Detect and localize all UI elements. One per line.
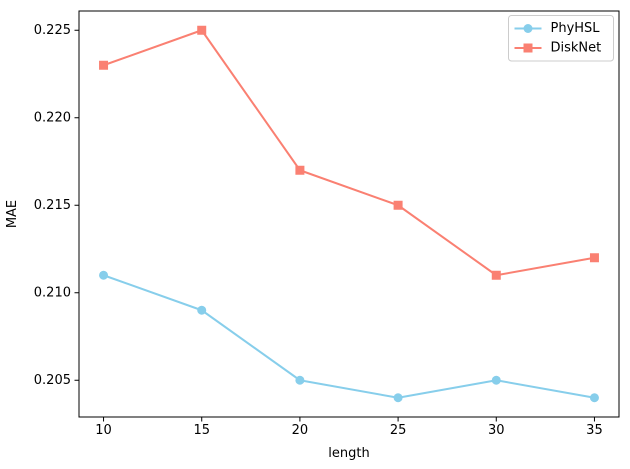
marker-disknet-4	[491, 270, 501, 280]
x-tick-label: 25	[390, 423, 407, 438]
y-tick-label: 0.220	[34, 110, 71, 125]
y-tick-label: 0.205	[34, 373, 71, 388]
legend: PhyHSL DiskNet	[508, 15, 614, 62]
x-tick-label: 35	[586, 423, 603, 438]
marker-phyhsl-3	[393, 393, 403, 403]
x-tick-label: 30	[488, 423, 505, 438]
marker-disknet-2	[295, 165, 305, 175]
marker-phyhsl-4	[491, 375, 501, 385]
marker-phyhsl-5	[589, 393, 599, 403]
plot-border	[78, 10, 620, 418]
series-line-phyhsl	[102, 274, 596, 399]
series-disknet	[99, 25, 599, 280]
marker-disknet-3	[393, 200, 403, 210]
legend-box	[508, 15, 614, 62]
x-tick-label: 20	[292, 423, 309, 438]
marker-phyhsl-1	[197, 305, 207, 315]
legend-item-disknet: DiskNet	[514, 41, 602, 56]
series-line-disknet	[102, 29, 596, 277]
marker-disknet-0	[99, 60, 109, 70]
x-axis-label: length	[328, 446, 369, 461]
y-axis-label: MAE	[5, 200, 20, 228]
marker-disknet-5	[589, 253, 599, 263]
y-tick-label: 0.215	[34, 198, 71, 213]
legend-marker-disknet	[523, 43, 533, 53]
x-tick-label: 15	[193, 423, 210, 438]
series-phyhsl	[99, 270, 599, 403]
marker-phyhsl-0	[99, 270, 109, 280]
marker-disknet-1	[197, 25, 207, 35]
legend-marker-phyhsl	[523, 24, 533, 33]
y-tick-label: 0.225	[34, 23, 71, 38]
x-axis: 10 15 20 25 30 35 length	[95, 417, 603, 461]
y-tick-label: 0.210	[34, 285, 71, 300]
x-tick-label: 10	[95, 423, 112, 438]
marker-phyhsl-2	[295, 375, 305, 385]
legend-label-phyhsl: PhyHSL	[551, 21, 601, 36]
legend-item-phyhsl: PhyHSL	[514, 21, 601, 36]
legend-label-disknet: DiskNet	[551, 41, 602, 56]
y-axis: 0.205 0.210 0.215 0.220 0.225 MAE	[5, 23, 79, 388]
